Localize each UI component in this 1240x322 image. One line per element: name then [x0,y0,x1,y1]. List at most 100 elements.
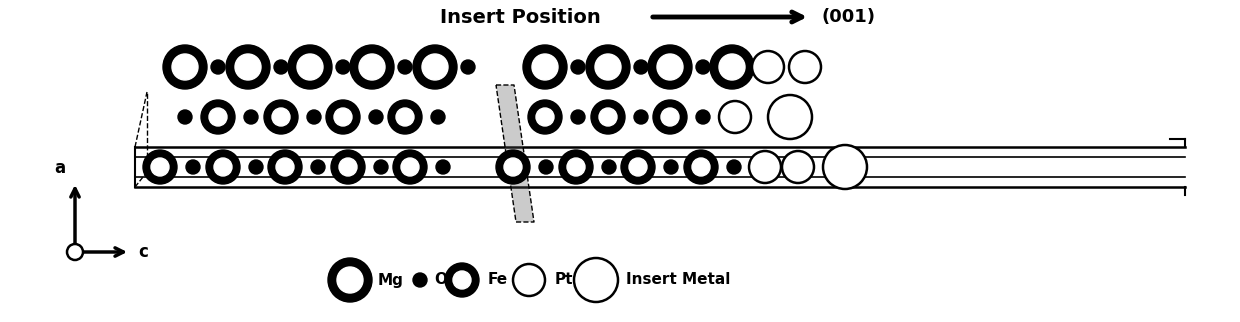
Circle shape [727,160,742,174]
Circle shape [768,95,812,139]
Circle shape [601,160,616,174]
Circle shape [595,54,621,80]
Circle shape [696,110,711,124]
Circle shape [599,108,618,126]
Circle shape [337,267,363,293]
Circle shape [536,108,554,126]
Circle shape [398,60,412,74]
Text: Fe: Fe [489,272,508,288]
Circle shape [201,100,236,134]
Circle shape [749,151,781,183]
Circle shape [331,150,365,184]
Text: (001): (001) [822,8,875,26]
Circle shape [503,158,522,176]
Circle shape [151,158,169,176]
Circle shape [663,160,678,174]
Circle shape [719,101,751,133]
Circle shape [272,108,290,126]
Circle shape [621,150,655,184]
Circle shape [751,51,784,83]
Circle shape [388,100,422,134]
Circle shape [559,150,593,184]
Circle shape [186,160,200,174]
Circle shape [570,60,585,74]
Circle shape [401,158,419,176]
Circle shape [268,150,303,184]
Circle shape [823,145,867,189]
Circle shape [179,110,192,124]
Circle shape [396,108,414,126]
Circle shape [496,150,529,184]
Circle shape [393,150,427,184]
Circle shape [528,100,562,134]
Circle shape [634,60,649,74]
Circle shape [143,150,177,184]
Circle shape [288,45,332,89]
Circle shape [370,110,383,124]
Circle shape [162,45,207,89]
Text: Insert Metal: Insert Metal [626,272,730,288]
Circle shape [461,60,475,74]
Circle shape [329,258,372,302]
Circle shape [523,45,567,89]
Text: c: c [138,243,148,261]
Circle shape [661,108,680,126]
Circle shape [350,45,394,89]
Circle shape [249,160,263,174]
Circle shape [432,110,445,124]
Circle shape [711,45,754,89]
Circle shape [782,151,813,183]
Circle shape [336,60,350,74]
Circle shape [587,45,630,89]
Circle shape [172,54,198,80]
Circle shape [211,60,224,74]
Polygon shape [496,85,534,222]
Circle shape [277,158,294,176]
Circle shape [422,54,448,80]
Circle shape [567,158,585,176]
Circle shape [274,60,288,74]
Circle shape [634,110,649,124]
Circle shape [719,54,745,80]
Circle shape [360,54,384,80]
Circle shape [684,150,718,184]
Circle shape [264,100,298,134]
Circle shape [445,263,479,297]
Text: O: O [434,272,446,288]
Circle shape [789,51,821,83]
Circle shape [311,160,325,174]
Circle shape [326,100,360,134]
Circle shape [413,273,427,287]
Circle shape [339,158,357,176]
Circle shape [298,54,322,80]
Text: a: a [55,159,66,177]
Circle shape [532,54,558,80]
Circle shape [374,160,388,174]
Circle shape [210,108,227,126]
Circle shape [629,158,647,176]
Circle shape [413,45,458,89]
Circle shape [226,45,270,89]
Circle shape [244,110,258,124]
Circle shape [215,158,232,176]
Circle shape [696,60,711,74]
Circle shape [67,244,83,260]
Text: Pt: Pt [556,272,573,288]
Circle shape [206,150,241,184]
Circle shape [649,45,692,89]
Circle shape [436,160,450,174]
Text: Mg: Mg [378,272,404,288]
Circle shape [308,110,321,124]
Circle shape [591,100,625,134]
Text: Insert Position: Insert Position [440,7,600,26]
Circle shape [653,100,687,134]
Circle shape [513,264,546,296]
Circle shape [334,108,352,126]
Circle shape [539,160,553,174]
Circle shape [570,110,585,124]
Circle shape [236,54,260,80]
Circle shape [657,54,683,80]
Circle shape [453,271,471,289]
Circle shape [574,258,618,302]
Circle shape [692,158,711,176]
